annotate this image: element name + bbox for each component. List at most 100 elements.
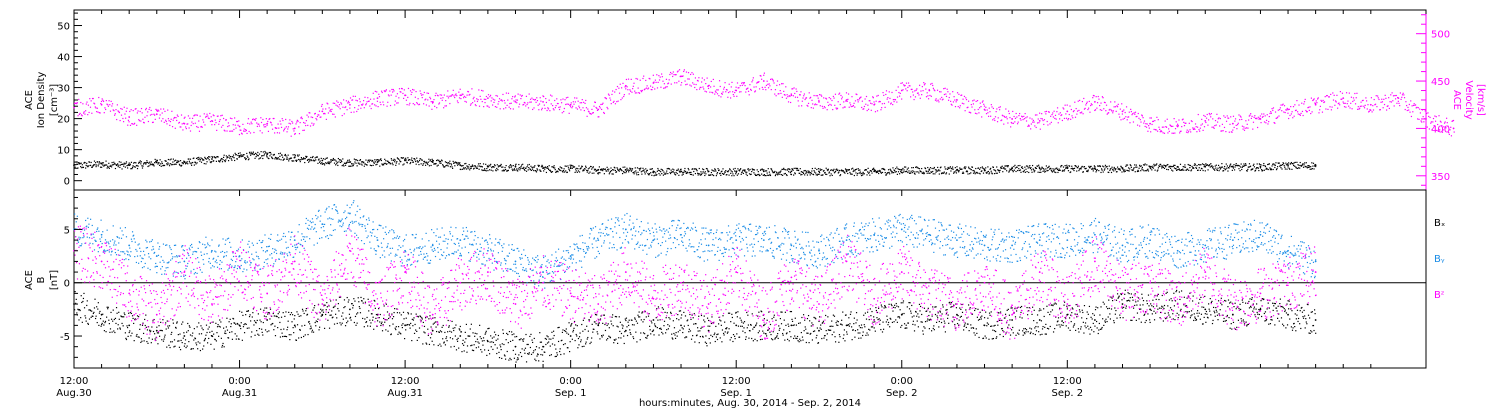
bx-point	[306, 313, 309, 315]
density-point	[871, 172, 873, 174]
velocity-point	[418, 103, 421, 105]
velocity-point	[1408, 103, 1410, 106]
bx-point	[288, 311, 290, 313]
bx-point	[254, 334, 256, 336]
density-point	[906, 168, 908, 170]
velocity-point	[394, 100, 396, 102]
velocity-point	[859, 97, 861, 99]
density-point	[523, 168, 525, 171]
density-point	[114, 162, 116, 165]
density-point	[181, 164, 183, 167]
velocity-point	[1057, 122, 1059, 124]
density-point	[545, 171, 548, 174]
velocity-point	[74, 102, 76, 105]
velocity-point	[274, 127, 276, 129]
velocity-point	[178, 121, 181, 124]
density-point	[793, 167, 795, 169]
velocity-point	[1100, 102, 1102, 104]
density-point	[447, 165, 449, 167]
density-point	[1073, 169, 1075, 172]
density-point	[981, 170, 983, 172]
velocity-point	[290, 135, 292, 137]
velocity-point	[858, 99, 860, 101]
density-point	[777, 173, 779, 175]
density-point	[187, 163, 189, 165]
density-point	[585, 166, 587, 169]
density-point	[1228, 165, 1231, 167]
velocity-point	[331, 113, 334, 115]
density-point	[1288, 162, 1290, 164]
density-anchor-16	[514, 165, 517, 168]
bx-point	[383, 305, 385, 307]
velocity-point	[1149, 117, 1151, 119]
density-point	[361, 164, 363, 166]
density-point	[727, 170, 730, 172]
velocity-point	[136, 124, 138, 126]
velocity-point	[678, 80, 680, 82]
velocity-point	[797, 100, 799, 102]
density-point	[106, 164, 108, 166]
velocity-point	[1348, 105, 1350, 107]
density-point	[849, 171, 851, 174]
density-point	[154, 158, 156, 161]
density-point	[358, 162, 360, 164]
velocity-point	[1339, 104, 1341, 106]
density-point	[561, 167, 563, 169]
velocity-point	[936, 89, 939, 91]
bx-point	[77, 309, 80, 311]
velocity-point	[1201, 123, 1204, 125]
velocity-point	[1080, 112, 1082, 114]
velocity-point	[896, 101, 898, 103]
density-point	[1139, 164, 1141, 166]
bx-point	[123, 312, 125, 314]
density-point	[721, 172, 724, 175]
density-point	[548, 165, 550, 167]
density-point	[857, 172, 859, 175]
velocity-point	[569, 104, 571, 107]
density-point	[188, 158, 190, 160]
density-point	[182, 163, 184, 165]
velocity-point	[412, 103, 414, 105]
velocity-point	[544, 107, 546, 110]
density-point	[570, 166, 572, 168]
velocity-point	[594, 101, 596, 103]
bx-point	[107, 308, 109, 310]
density-point	[512, 169, 514, 172]
velocity-point	[872, 97, 874, 99]
density-point	[1052, 168, 1054, 170]
velocity-point	[1194, 123, 1197, 125]
bx-point	[117, 328, 119, 330]
density-point	[734, 170, 736, 172]
density-point	[655, 172, 657, 174]
density-point	[704, 171, 706, 173]
density-point	[726, 174, 728, 176]
density-point	[860, 173, 862, 175]
velocity-point	[750, 89, 752, 91]
density-point	[1019, 169, 1022, 171]
velocity-point	[671, 73, 673, 75]
density-point	[126, 165, 128, 167]
velocity-point	[577, 100, 579, 102]
density-point	[957, 170, 959, 172]
bx-point	[374, 300, 376, 302]
bx-point	[204, 339, 206, 341]
velocity-point	[1372, 105, 1374, 107]
density-point	[932, 170, 934, 173]
density-point	[1290, 162, 1292, 165]
density-point	[1303, 164, 1305, 166]
density-point	[232, 154, 235, 156]
density-point	[908, 170, 910, 172]
density-point	[637, 174, 640, 176]
velocity-point	[655, 81, 657, 83]
density-point	[1025, 168, 1027, 170]
density-point	[958, 170, 960, 172]
density-point	[1102, 165, 1104, 167]
density-point	[887, 169, 890, 171]
velocity-point	[540, 109, 543, 111]
velocity-point	[863, 105, 866, 108]
density-point	[1302, 163, 1304, 165]
velocity-point	[530, 101, 532, 103]
velocity-point	[1130, 108, 1132, 110]
density-point	[658, 172, 660, 175]
density-point	[1238, 165, 1241, 167]
